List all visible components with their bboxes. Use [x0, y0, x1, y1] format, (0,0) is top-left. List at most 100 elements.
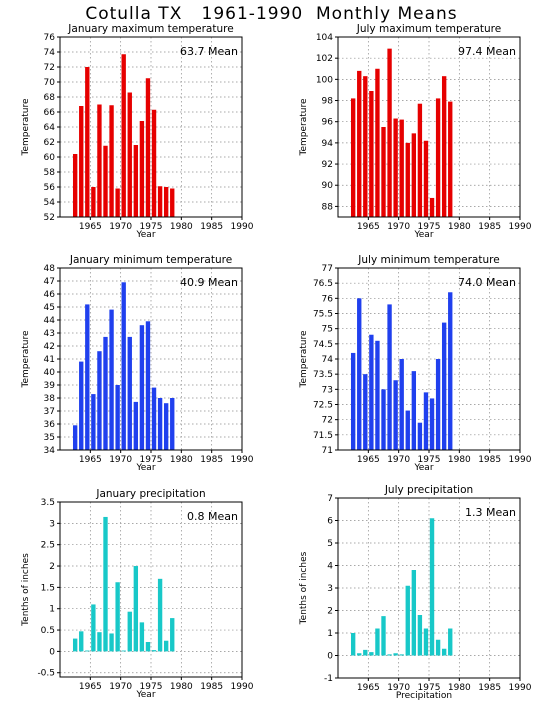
bar-1967	[109, 633, 114, 652]
bar-1976	[441, 76, 447, 217]
x-axis-label: Year	[135, 230, 155, 240]
y-tick-label: 75	[322, 325, 333, 335]
plot-frame	[337, 267, 521, 451]
y-tick-label: 96	[322, 118, 334, 128]
y-tick-label: 6	[327, 517, 333, 527]
y-tick-label: 72	[44, 63, 55, 73]
bar-1974	[429, 197, 435, 217]
y-axis-label: Tenths of inches	[299, 551, 309, 625]
x-tick-label: 1965	[357, 455, 380, 465]
bar-1965	[375, 628, 380, 656]
bar-1963	[363, 649, 368, 656]
bar-1976	[163, 403, 169, 450]
y-tick-label: 94	[322, 139, 334, 149]
x-tick-label: 1970	[109, 682, 132, 692]
bar-1970	[127, 92, 132, 217]
y-tick-label: 2	[327, 607, 333, 617]
bar-1977	[170, 618, 175, 652]
bar-1971	[411, 570, 417, 656]
x-tick-label: 1965	[79, 682, 102, 692]
bar-1968	[393, 380, 398, 450]
bar-1969	[399, 359, 404, 450]
x-tick-label: 1965	[79, 222, 102, 232]
x-tick-label: 1980	[448, 455, 471, 465]
y-tick-label: 38	[44, 394, 56, 404]
bar-1975	[435, 98, 441, 217]
chart-title: July maximum temperature	[356, 23, 501, 35]
y-tick-label: 36	[44, 420, 56, 430]
y-tick-label: 64	[44, 123, 56, 133]
bar-1971	[411, 371, 417, 450]
plot-frame	[59, 267, 243, 451]
plot-frame	[337, 497, 521, 679]
bar-1968	[393, 118, 398, 217]
bar-1973	[423, 392, 429, 450]
bar-1976	[163, 640, 169, 652]
y-tick-label: 34	[44, 446, 56, 456]
bar-1968	[115, 385, 120, 450]
x-tick-label: 1975	[418, 683, 441, 693]
chart-jul-max: 88 90 92 94 96 98 100 102 104 1965 1970 1975 1980 198…	[299, 23, 532, 240]
y-tick-label: 3	[327, 584, 333, 594]
bar-1974	[151, 109, 157, 217]
bar-1969	[121, 650, 126, 652]
y-tick-label: -1	[324, 674, 333, 684]
bar-1963	[85, 304, 90, 450]
y-tick-label: 90	[322, 181, 334, 191]
mean-label: 1.3 Mean	[465, 506, 516, 519]
bar-1975	[157, 398, 163, 450]
bar-1965	[97, 351, 102, 450]
mean-label: 74.0 Mean	[458, 276, 516, 289]
x-tick-label: 1990	[231, 222, 254, 232]
bar-1962	[79, 106, 84, 217]
x-tick-label: 1965	[79, 455, 102, 465]
bar-1971	[133, 566, 139, 652]
y-tick-label: 47	[44, 277, 55, 287]
bar-1972	[417, 615, 423, 656]
y-tick-label: 45	[44, 303, 55, 313]
y-tick-label: 7	[327, 494, 333, 504]
y-tick-label: 39	[44, 381, 56, 391]
bar-1963	[85, 67, 90, 217]
bar-1964	[91, 187, 96, 217]
mean-label: 0.8 Mean	[187, 510, 238, 523]
bar-1972	[139, 121, 145, 217]
bar-1977	[448, 101, 453, 217]
y-tick-label: 48	[44, 264, 56, 274]
bar-1970	[405, 142, 410, 217]
bar-1968	[115, 188, 120, 217]
y-tick-label: 74.5	[313, 340, 333, 350]
y-tick-label: 35	[44, 433, 55, 443]
x-tick-label: 1985	[478, 222, 501, 232]
bar-1966	[103, 336, 108, 450]
bar-1974	[429, 398, 435, 450]
y-tick-label: 76.5	[313, 279, 333, 289]
y-tick-label: 1	[49, 605, 55, 615]
plot-frame	[59, 501, 243, 678]
bar-1971	[411, 133, 417, 217]
y-tick-label: 102	[316, 54, 333, 64]
bar-1975	[435, 359, 441, 450]
bar-1972	[139, 325, 145, 450]
y-tick-label: 98	[322, 97, 334, 107]
bar-1972	[417, 103, 423, 217]
x-axis-label: Year	[413, 463, 433, 473]
y-tick-label: 100	[316, 75, 333, 85]
bar-1976	[163, 187, 169, 217]
bar-1977	[448, 628, 453, 656]
bar-1975	[157, 578, 163, 652]
chart-title: January minimum temperature	[69, 254, 232, 266]
x-axis-label: Year	[413, 230, 433, 240]
y-tick-label: 0	[49, 647, 55, 657]
bar-1962	[357, 653, 362, 656]
x-tick-label: 1990	[509, 222, 532, 232]
x-tick-label: 1980	[170, 455, 193, 465]
y-tick-label: 71	[322, 446, 333, 456]
bar-1966	[103, 516, 108, 652]
bar-1970	[127, 336, 132, 450]
bar-1977	[170, 188, 175, 217]
bar-1966	[381, 616, 386, 656]
bar-1977	[448, 292, 453, 450]
y-tick-label: 54	[44, 198, 56, 208]
bar-1967	[387, 304, 392, 450]
